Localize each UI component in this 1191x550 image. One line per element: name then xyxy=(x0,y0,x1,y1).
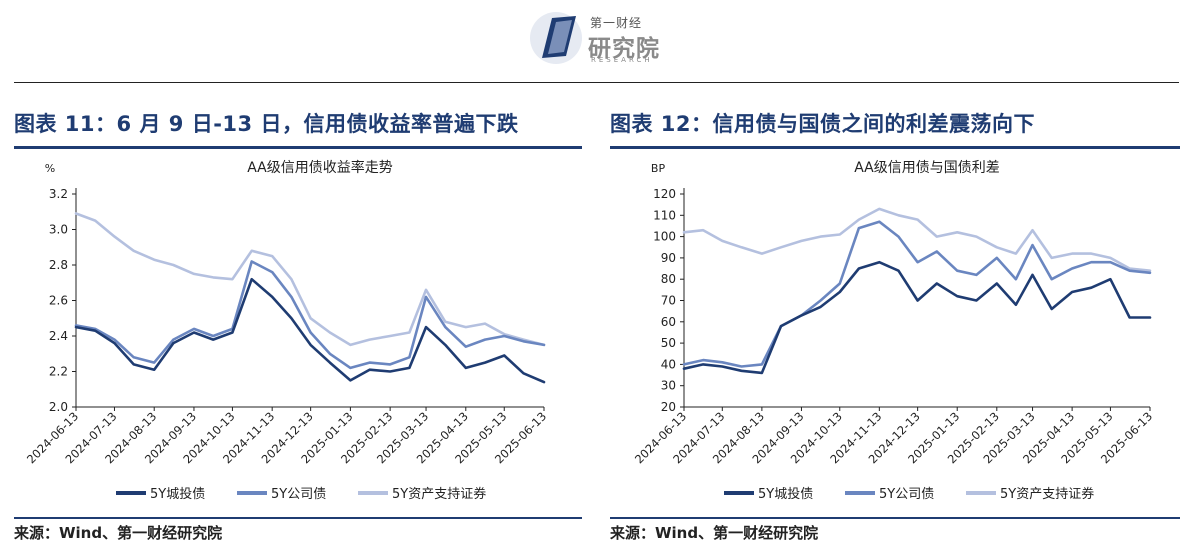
legend-label: 5Y城投债 xyxy=(150,486,205,502)
logo-english: RESEARCH xyxy=(591,56,653,64)
y-tick-label: 20 xyxy=(661,400,676,414)
legend-label: 5Y公司债 xyxy=(271,487,326,502)
figure-11-panel: 图表 11：6 月 9 日-13 日，信用债收益率普遍下跌 AA级信用债收益率走… xyxy=(14,108,582,550)
y-tick-label: 100 xyxy=(653,230,676,244)
y-tick-label: 3.2 xyxy=(49,187,68,201)
figure-12-source: 来源：Wind、第一财经研究院 xyxy=(610,524,819,542)
figure-11-source: 来源：Wind、第一财经研究院 xyxy=(14,524,223,542)
logo-title: 研究院 xyxy=(588,36,660,62)
chart-title: AA级信用债收益率走势 xyxy=(247,159,393,176)
legend-label: 5Y资产支持证券 xyxy=(392,486,486,502)
legend-label: 5Y城投债 xyxy=(758,486,813,502)
y-tick-label: 2.6 xyxy=(49,294,68,308)
figure-11-title: 图表 11：6 月 9 日-13 日，信用债收益率普遍下跌 xyxy=(14,112,519,136)
y-tick-label: 70 xyxy=(661,294,676,308)
figure-11-title-rule xyxy=(14,146,582,149)
y-axis-unit: BP xyxy=(651,162,666,175)
y-tick-label: 50 xyxy=(661,336,676,350)
y-tick-label: 3.0 xyxy=(49,223,68,237)
y-tick-label: 90 xyxy=(661,251,676,265)
y-axis-unit: % xyxy=(45,162,55,175)
report-header: 第一财经 研究院 RESEARCH xyxy=(0,0,1191,84)
y-tick-label: 60 xyxy=(661,315,676,329)
figure-12-source-rule xyxy=(610,517,1180,519)
logo-emblem-icon xyxy=(530,12,582,64)
spread-chart: AA级信用债与国债利差BP203040506070809010011012020… xyxy=(632,160,1155,502)
series-line xyxy=(682,260,1152,375)
y-tick-label: 110 xyxy=(653,208,676,222)
series-line xyxy=(74,277,546,384)
series-line xyxy=(682,207,1152,272)
series-line xyxy=(74,212,546,347)
legend-label: 5Y公司债 xyxy=(879,487,934,502)
y-tick-label: 2.2 xyxy=(49,365,68,379)
y-tick-label: 40 xyxy=(661,357,676,371)
chart-title: AA级信用债与国债利差 xyxy=(854,160,1000,176)
yield-chart: AA级信用债收益率走势%2.02.22.42.62.83.03.22024-06… xyxy=(24,159,549,502)
legend-label: 5Y资产支持证券 xyxy=(1000,486,1094,502)
series-line xyxy=(682,220,1152,368)
y-tick-label: 2.8 xyxy=(49,258,68,272)
figure-11-source-rule xyxy=(14,517,582,519)
y-tick-label: 120 xyxy=(653,187,676,201)
figure-12-panel: 图表 12：信用债与国债之间的利差震荡向下 AA级信用债与国债利差 BP 20 30 4… xyxy=(610,108,1180,550)
series-line xyxy=(74,260,546,370)
logo-subtitle: 第一财经 xyxy=(590,16,643,30)
y-tick-label: 2.0 xyxy=(49,400,68,414)
header-divider xyxy=(14,82,1179,83)
figure-12-title: 图表 12：信用债与国债之间的利差震荡向下 xyxy=(610,112,1036,136)
y-tick-label: 30 xyxy=(661,379,676,393)
y-tick-label: 2.4 xyxy=(49,329,68,343)
figure-12-title-rule xyxy=(610,146,1180,149)
y-tick-label: 80 xyxy=(661,272,676,286)
